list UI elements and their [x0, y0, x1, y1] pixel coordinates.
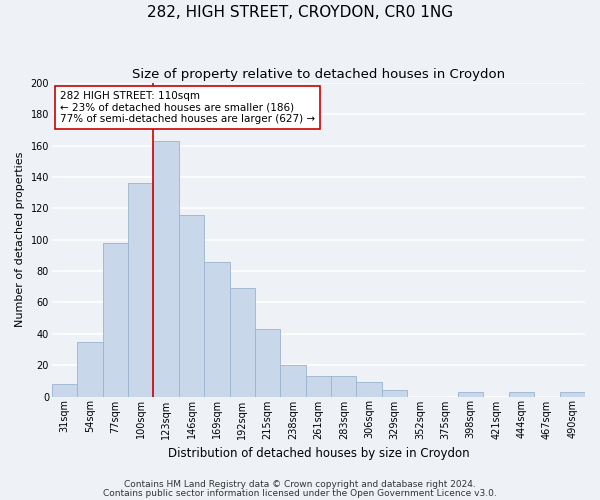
Text: 282, HIGH STREET, CROYDON, CR0 1NG: 282, HIGH STREET, CROYDON, CR0 1NG — [147, 5, 453, 20]
Bar — [458, 392, 484, 396]
Text: Contains public sector information licensed under the Open Government Licence v3: Contains public sector information licen… — [103, 489, 497, 498]
Bar — [331, 376, 356, 396]
Bar — [204, 262, 230, 396]
Bar — [382, 390, 407, 396]
Text: 282 HIGH STREET: 110sqm
← 23% of detached houses are smaller (186)
77% of semi-d: 282 HIGH STREET: 110sqm ← 23% of detache… — [60, 91, 315, 124]
Bar — [179, 214, 204, 396]
Text: Contains HM Land Registry data © Crown copyright and database right 2024.: Contains HM Land Registry data © Crown c… — [124, 480, 476, 489]
Bar — [255, 329, 280, 396]
Bar — [306, 376, 331, 396]
Bar — [52, 384, 77, 396]
Bar — [230, 288, 255, 397]
Bar — [77, 342, 103, 396]
Bar — [280, 365, 306, 396]
X-axis label: Distribution of detached houses by size in Croydon: Distribution of detached houses by size … — [167, 447, 469, 460]
Y-axis label: Number of detached properties: Number of detached properties — [15, 152, 25, 328]
Title: Size of property relative to detached houses in Croydon: Size of property relative to detached ho… — [132, 68, 505, 80]
Bar — [509, 392, 534, 396]
Bar — [560, 392, 585, 396]
Bar — [103, 243, 128, 396]
Bar — [128, 184, 154, 396]
Bar — [154, 141, 179, 397]
Bar — [356, 382, 382, 396]
